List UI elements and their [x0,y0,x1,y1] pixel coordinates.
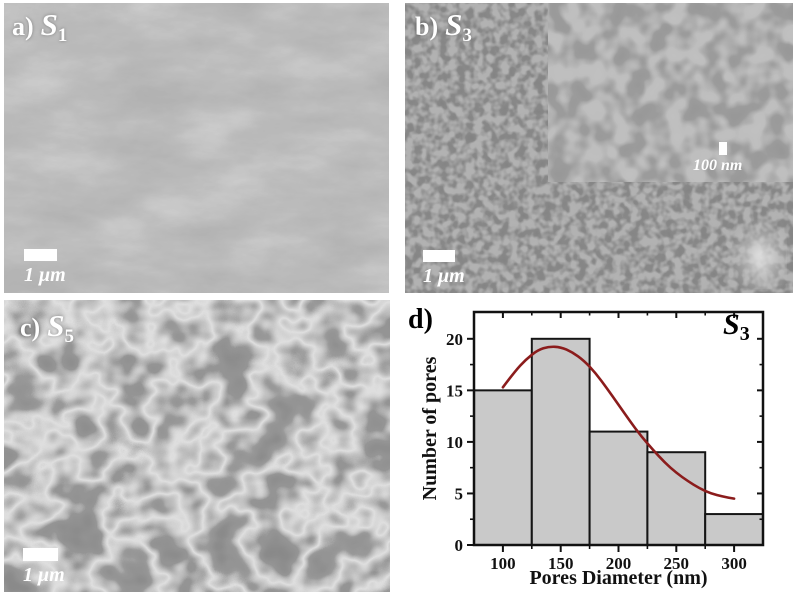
scale-bar-b: 1 μm [423,250,465,286]
panel-a-label: a) S1 [12,9,67,45]
panel-c-letter: c) [20,313,41,342]
scale-bar-label: 1 μm [24,264,66,286]
panel-c-label: c) S5 [20,310,74,346]
bright-flake-artifact [729,219,787,289]
sem-micrograph-s1: a) S1 1 μm [4,3,389,293]
x-tick-label: 100 [490,554,516,573]
scale-bar-rect [24,249,57,261]
y-tick-label: 20 [446,330,463,349]
scale-bar-rect [423,250,455,262]
panel-d-label: d) [408,304,433,335]
y-axis-title: Number of pores [419,356,441,500]
sem-texture-c [4,300,390,592]
inset-scale-bar-rect [719,142,727,155]
y-tick-label: 0 [455,536,464,555]
pore-histogram: 100 150 200 250 300 0 5 10 15 20 Pores Diameter (n… [419,310,765,589]
sem-texture-b-inset [548,3,793,182]
sem-micrograph-s3: 100 nm b) S3 1 μm [405,3,793,293]
scale-bar-a: 1 μm [24,249,66,285]
sample-subscript: 3 [739,323,750,345]
fit-curve [501,345,736,500]
x-tick-label: 300 [721,554,747,573]
x-tick-label: 250 [664,554,690,573]
sample-name: S [47,308,65,343]
sem-texture-a [4,3,389,293]
y-tick-label: 15 [446,381,463,400]
histogram-bar [530,337,591,546]
panel-b-label: b) S3 [415,9,472,45]
histogram-bar [473,389,533,546]
pore-size-distribution-panel: 100 150 200 250 300 0 5 10 15 20 Pores Diameter (n… [398,298,800,597]
histogram-bar [588,430,649,547]
sample-name: S [40,7,58,42]
scale-bar-rect [23,548,58,561]
sem-inset-magnified: 100 nm [548,3,793,182]
y-tick-label: 10 [446,433,463,452]
y-tick-label: 5 [455,484,464,503]
x-tick-label: 150 [548,554,574,573]
scale-bar-label: 1 μm [423,265,465,287]
sample-subscript: 5 [64,326,74,347]
x-axis-title: Pores Diameter (nm) [529,567,707,589]
sem-micrograph-s5: c) S5 1 μm [4,300,390,592]
panel-a-letter: a) [12,12,34,41]
sample-name: S [723,308,740,341]
scale-bar-c: 1 μm [23,548,65,585]
histogram-bar [704,513,765,547]
sample-subscript: 1 [57,25,68,46]
sample-name: S [445,7,463,42]
inset-scale-bar: 100 nm [693,142,742,174]
x-tick-label: 200 [606,554,632,573]
histogram-bar [646,451,707,546]
sample-subscript: 3 [462,25,472,46]
scale-bar-label: 1 μm [23,564,65,586]
panel-b-letter: b) [415,12,439,41]
chart-sample-annotation: S3 [723,308,750,345]
inset-scale-bar-label: 100 nm [693,157,743,174]
